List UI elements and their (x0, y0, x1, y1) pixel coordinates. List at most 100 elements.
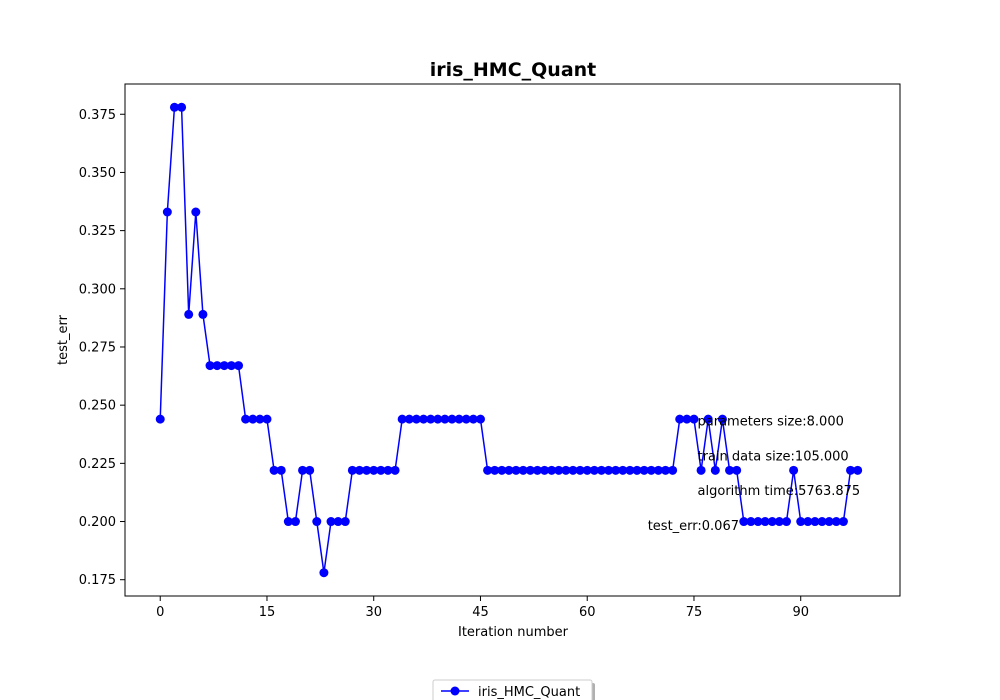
x-axis-label: Iteration number (458, 625, 569, 640)
data-point (611, 465, 621, 475)
data-point (532, 465, 542, 475)
data-point (717, 414, 727, 424)
legend-box (432, 679, 593, 700)
x-tick-label: 90 (792, 605, 809, 620)
data-point (710, 465, 720, 475)
data-point (369, 465, 379, 475)
data-point (248, 414, 258, 424)
data-point (803, 517, 813, 527)
annotation-text: algorithm time:5763.875 (698, 484, 861, 499)
x-tick-label: 75 (686, 605, 703, 620)
data-point (547, 465, 557, 475)
data-point (433, 414, 443, 424)
y-axis-label: test_err (56, 314, 71, 365)
data-point (347, 465, 357, 475)
x-tick-label: 60 (579, 605, 596, 620)
data-point (767, 517, 777, 527)
data-point (561, 465, 571, 475)
data-point (753, 517, 763, 527)
y-tick-label: 0.350 (79, 166, 116, 181)
y-tick-label: 0.275 (79, 340, 116, 355)
data-point (177, 102, 187, 112)
data-point (703, 414, 713, 424)
data-point (234, 361, 244, 371)
data-point (468, 414, 478, 424)
data-point (483, 465, 493, 475)
data-point (269, 465, 279, 475)
data-point (298, 465, 308, 475)
x-tick-label: 15 (259, 605, 276, 620)
data-point (198, 309, 208, 319)
data-point (760, 517, 770, 527)
data-point (262, 414, 272, 424)
data-point (646, 465, 656, 475)
data-point (575, 465, 585, 475)
data-point (475, 414, 485, 424)
data-point (582, 465, 592, 475)
series-group (155, 102, 863, 578)
data-point (846, 465, 856, 475)
data-point (661, 465, 671, 475)
plot-area (124, 83, 901, 597)
data-point (853, 465, 863, 475)
data-point (596, 465, 606, 475)
data-point (191, 207, 201, 217)
data-point (390, 465, 400, 475)
legend: iris_HMC_Quant (432, 679, 595, 700)
legend-marker (450, 686, 460, 696)
data-point (255, 414, 265, 424)
data-point (831, 517, 841, 527)
data-point (781, 517, 791, 527)
annotation-text: parameters size:8.000 (698, 414, 844, 429)
legend-label: iris_HMC_Quant (478, 685, 580, 700)
data-point (326, 517, 336, 527)
data-point (796, 517, 806, 527)
y-tick-label: 0.375 (79, 108, 116, 123)
data-point (774, 517, 784, 527)
annotation-text: train data size:105.000 (698, 449, 849, 464)
data-point (824, 517, 834, 527)
data-point (184, 309, 194, 319)
data-point (739, 517, 749, 527)
data-point (568, 465, 578, 475)
data-point (540, 465, 550, 475)
data-point (340, 517, 350, 527)
y-tick-label: 0.300 (79, 282, 116, 297)
data-point (333, 517, 343, 527)
data-point (511, 465, 521, 475)
data-point (205, 361, 215, 371)
data-point (426, 414, 436, 424)
data-point (789, 465, 799, 475)
data-point (653, 465, 663, 475)
data-point (618, 465, 628, 475)
data-point (411, 414, 421, 424)
data-point (376, 465, 386, 475)
data-point (305, 465, 315, 475)
data-point (675, 414, 685, 424)
data-point (397, 414, 407, 424)
data-point (682, 414, 692, 424)
data-point (518, 465, 528, 475)
data-point (490, 465, 500, 475)
data-point (668, 465, 678, 475)
data-point (454, 414, 464, 424)
data-point (461, 414, 471, 424)
data-point (497, 465, 507, 475)
data-point (241, 414, 251, 424)
data-point (817, 517, 827, 527)
series-line (159, 106, 858, 573)
data-point (604, 465, 614, 475)
data-point (354, 465, 364, 475)
data-point (810, 517, 820, 527)
data-point (319, 568, 329, 578)
data-point (525, 465, 535, 475)
data-point (589, 465, 599, 475)
data-point (169, 102, 179, 112)
x-tick-label: 30 (365, 605, 382, 620)
data-point (689, 414, 699, 424)
x-tick-label: 45 (472, 605, 489, 620)
data-point (732, 465, 742, 475)
data-point (632, 465, 642, 475)
data-point (404, 414, 414, 424)
